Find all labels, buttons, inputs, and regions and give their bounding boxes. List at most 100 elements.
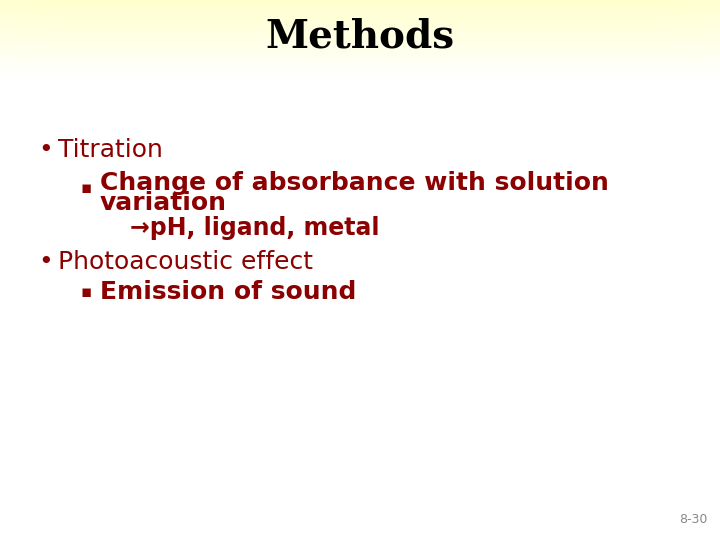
Bar — [0, 69, 720, 71]
Bar — [0, 6, 720, 8]
Bar — [0, 37, 720, 39]
Bar — [0, 26, 720, 29]
Bar — [712, 0, 716, 80]
Bar — [0, 5, 720, 7]
Bar — [0, 47, 720, 49]
Bar — [0, 31, 720, 32]
Bar — [0, 0, 4, 80]
Bar — [0, 58, 720, 59]
Bar — [664, 0, 668, 80]
Bar — [0, 17, 720, 19]
Bar — [0, 60, 720, 63]
Bar — [648, 0, 652, 80]
Bar — [0, 18, 720, 21]
Bar — [668, 0, 672, 80]
Bar — [688, 0, 692, 80]
Text: Photoacoustic effect: Photoacoustic effect — [58, 250, 313, 274]
Text: variation: variation — [100, 191, 227, 215]
Bar — [0, 51, 720, 53]
Bar — [76, 0, 80, 80]
Text: 8-30: 8-30 — [680, 513, 708, 526]
Bar — [28, 0, 32, 80]
Bar — [4, 0, 8, 80]
Text: ▪: ▪ — [80, 283, 91, 301]
Bar — [0, 52, 720, 54]
Bar — [0, 25, 720, 27]
Bar — [652, 0, 656, 80]
Bar — [0, 23, 720, 24]
Text: →pH, ligand, metal: →pH, ligand, metal — [130, 216, 379, 240]
Bar — [0, 12, 720, 14]
Bar — [24, 0, 28, 80]
Bar — [36, 0, 40, 80]
Bar — [0, 20, 720, 22]
Bar — [0, 1, 720, 3]
Bar — [656, 0, 660, 80]
Bar — [672, 0, 676, 80]
Bar — [0, 59, 720, 61]
Bar — [48, 0, 52, 80]
Bar — [0, 10, 720, 12]
Bar — [0, 40, 720, 42]
Bar — [700, 0, 704, 80]
Bar — [692, 0, 696, 80]
Bar — [0, 15, 720, 16]
Bar — [640, 0, 644, 80]
Bar — [0, 62, 720, 64]
Bar — [0, 42, 720, 43]
Bar — [0, 73, 720, 75]
Bar — [0, 50, 720, 51]
Bar — [704, 0, 708, 80]
Bar — [0, 63, 720, 65]
Bar — [0, 39, 720, 40]
Bar — [20, 0, 24, 80]
Bar — [0, 35, 720, 37]
Text: •: • — [38, 138, 53, 162]
Bar — [0, 28, 720, 30]
Text: Emission of sound: Emission of sound — [100, 280, 356, 304]
Bar — [8, 0, 12, 80]
Bar — [0, 43, 720, 45]
Bar — [0, 2, 720, 4]
Bar — [0, 54, 720, 56]
Bar — [0, 55, 720, 57]
Bar — [0, 76, 720, 77]
Bar — [0, 66, 720, 68]
Text: •: • — [38, 250, 53, 274]
Bar — [0, 16, 720, 18]
Bar — [40, 0, 44, 80]
Text: Change of absorbance with solution: Change of absorbance with solution — [100, 171, 609, 195]
Bar — [644, 0, 648, 80]
Bar — [0, 0, 720, 2]
Bar — [0, 74, 720, 76]
Bar — [716, 0, 720, 80]
Bar — [16, 0, 20, 80]
Bar — [64, 0, 68, 80]
Bar — [12, 0, 16, 80]
Bar — [0, 45, 720, 48]
Bar — [660, 0, 664, 80]
Bar — [684, 0, 688, 80]
Bar — [0, 44, 720, 46]
Bar — [0, 57, 720, 58]
Bar — [0, 68, 720, 69]
Bar — [0, 78, 720, 80]
Bar — [0, 24, 720, 26]
Bar — [72, 0, 76, 80]
Bar — [0, 13, 720, 15]
Text: Methods: Methods — [266, 18, 454, 56]
Bar — [0, 65, 720, 66]
Bar — [44, 0, 48, 80]
Text: Titration: Titration — [58, 138, 163, 162]
Bar — [0, 21, 720, 23]
Bar — [696, 0, 700, 80]
Bar — [708, 0, 712, 80]
Bar — [0, 33, 720, 35]
Bar — [680, 0, 684, 80]
Bar — [0, 70, 720, 72]
Bar — [0, 71, 720, 73]
Bar — [676, 0, 680, 80]
Text: ▪: ▪ — [80, 179, 91, 197]
Bar — [60, 0, 64, 80]
Bar — [0, 29, 720, 31]
